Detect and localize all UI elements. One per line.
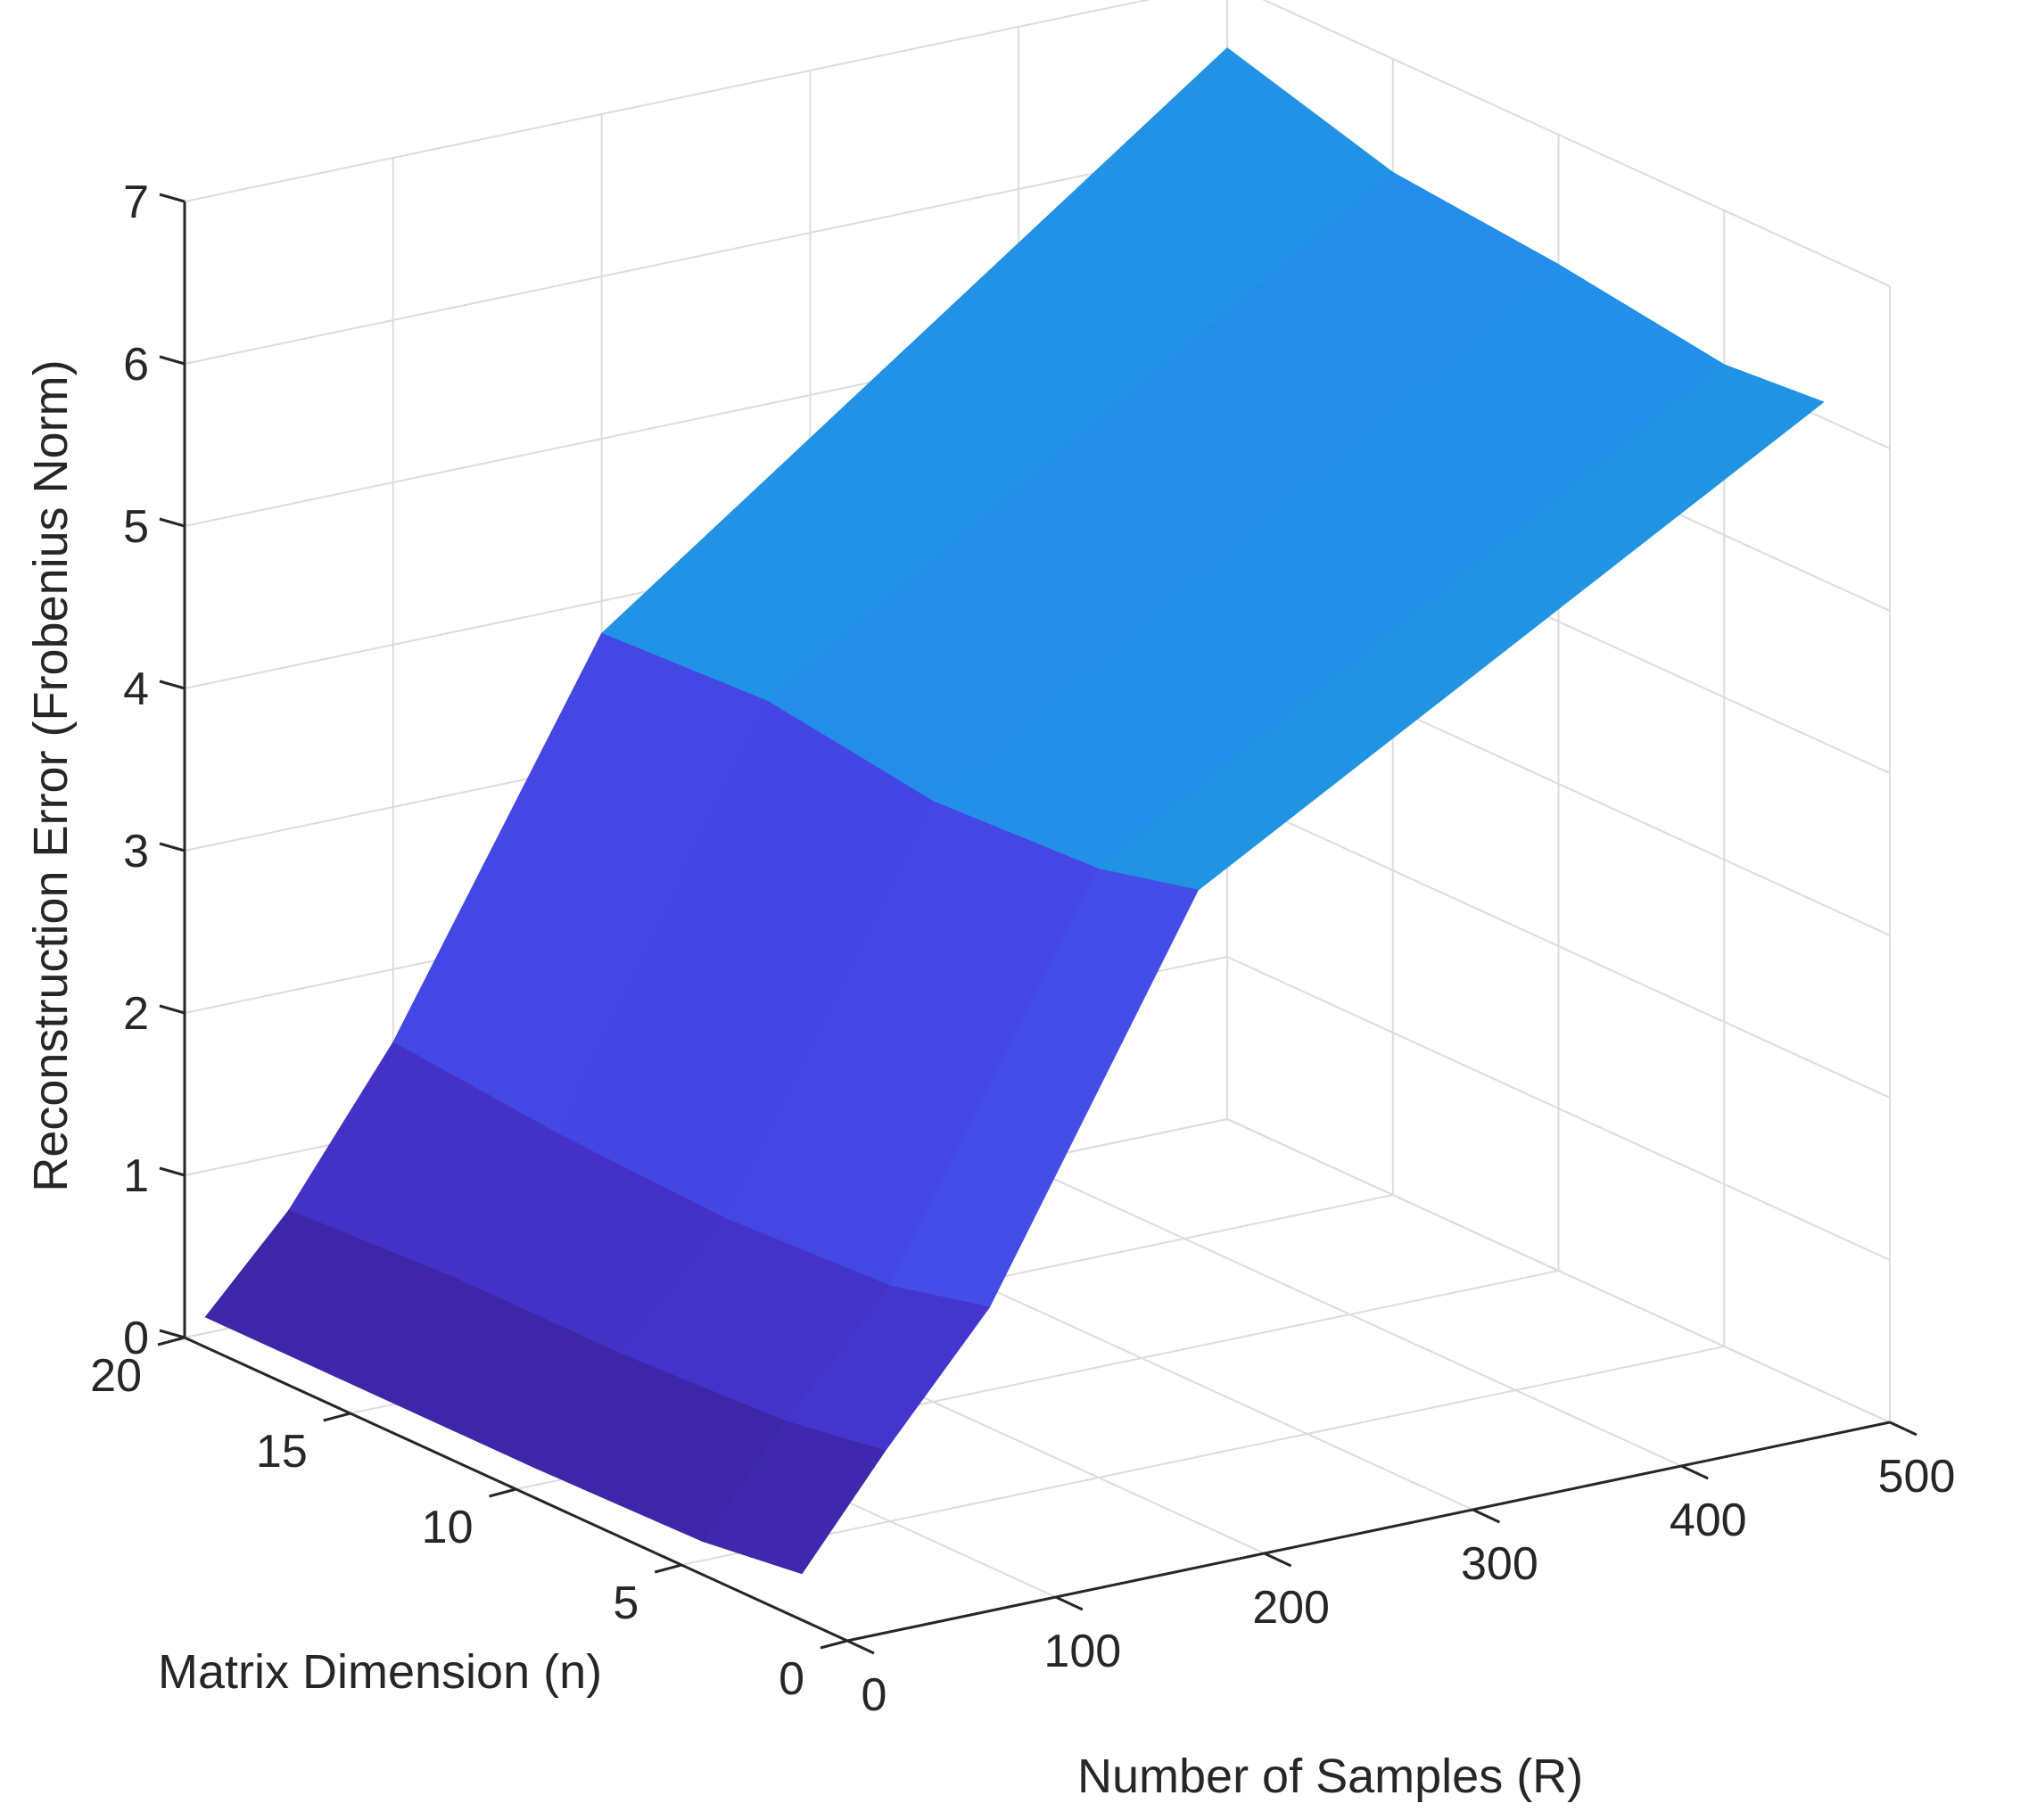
z-tick-0	[159, 1329, 186, 1339]
y-tick-label-0: 0	[862, 1669, 887, 1721]
y-tick-label-2: 200	[1252, 1582, 1330, 1634]
x-tick-label-3: 15	[256, 1426, 308, 1478]
x-tick-1	[654, 1563, 682, 1574]
y-tick-4	[1680, 1464, 1709, 1480]
y-tick-label-3: 300	[1461, 1538, 1538, 1590]
y-tick-3	[1472, 1508, 1501, 1524]
surface-patch-0-0	[701, 1421, 887, 1575]
z-tick-label-1: 1	[123, 1150, 149, 1202]
y-tick-2	[1263, 1552, 1292, 1568]
x-tick-2	[489, 1487, 516, 1498]
z-tick-2	[159, 1004, 186, 1015]
z-tick-7	[159, 193, 186, 203]
grid-line-z-7	[184, 0, 1891, 287]
x-tick-label-4: 20	[90, 1350, 142, 1402]
x-axis-label: Matrix Dimension (n)	[158, 1645, 602, 1699]
y-tick-label-5: 500	[1878, 1451, 1956, 1503]
x-tick-label-1: 5	[613, 1577, 639, 1629]
z-tick-label-7: 7	[123, 177, 149, 228]
z-tick-label-4: 4	[123, 663, 149, 715]
surface-layer	[204, 47, 1825, 1575]
x-tick-0	[820, 1639, 848, 1650]
z-tick-5	[159, 517, 186, 528]
z-tick-label-6: 6	[123, 339, 149, 391]
z-tick-label-0: 0	[123, 1313, 149, 1364]
z-tick-4	[159, 679, 186, 690]
z-tick-label-3: 3	[123, 826, 149, 877]
y-tick-1	[1055, 1595, 1084, 1611]
z-tick-6	[159, 355, 186, 366]
z-tick-label-5: 5	[123, 501, 149, 553]
y-axis-label: Number of Samples (R)	[1077, 1750, 1583, 1803]
y-axis-line	[846, 1421, 1891, 1643]
x-tick-3	[323, 1412, 351, 1422]
z-tick-1	[159, 1166, 186, 1177]
x-tick-label-0: 0	[779, 1653, 804, 1705]
y-tick-label-1: 100	[1043, 1626, 1121, 1677]
z-axis-label: Reconstruction Error (Frobenius Norm)	[24, 359, 78, 1191]
x-tick-4	[157, 1336, 186, 1346]
y-tick-0	[846, 1639, 875, 1655]
z-tick-3	[159, 842, 186, 852]
y-tick-label-4: 400	[1670, 1495, 1747, 1546]
z-tick-label-2: 2	[123, 988, 149, 1040]
y-tick-5	[1889, 1421, 1917, 1437]
x-tick-label-2: 10	[422, 1502, 474, 1553]
